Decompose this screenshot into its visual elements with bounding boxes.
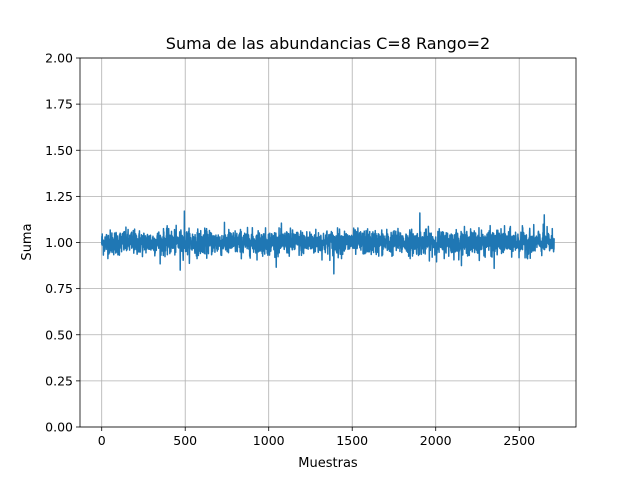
series-line bbox=[100, 210, 555, 275]
y-axis-label: Suma bbox=[20, 223, 35, 260]
y-tick-label: 2.00 bbox=[45, 51, 73, 66]
series-layer bbox=[100, 210, 555, 275]
y-tick-label: 0.00 bbox=[45, 420, 73, 435]
x-tick-label: 500 bbox=[173, 433, 197, 448]
x-tick-label: 2500 bbox=[503, 433, 535, 448]
x-tick-label: 0 bbox=[98, 433, 106, 448]
x-tick-label: 2000 bbox=[420, 433, 452, 448]
x-axis: 0 500 1000 1500 2000 2500 bbox=[98, 427, 535, 448]
chart-title: Suma de las abundancias C=8 Rango=2 bbox=[166, 34, 490, 53]
y-tick-label: 1.50 bbox=[45, 143, 73, 158]
y-tick-label: 1.25 bbox=[45, 189, 73, 204]
y-tick-label: 0.50 bbox=[45, 327, 73, 342]
y-tick-label: 0.75 bbox=[45, 281, 73, 296]
y-tick-label: 1.00 bbox=[45, 235, 73, 250]
x-tick-label: 1500 bbox=[336, 433, 368, 448]
x-tick-label: 1000 bbox=[253, 433, 285, 448]
y-tick-label: 1.75 bbox=[45, 97, 73, 112]
x-axis-label: Muestras bbox=[298, 456, 358, 471]
y-tick-label: 0.25 bbox=[45, 373, 73, 388]
y-axis: 0.00 0.25 0.50 0.75 1.00 1.25 1.50 1.75 2.00 bbox=[45, 51, 80, 435]
